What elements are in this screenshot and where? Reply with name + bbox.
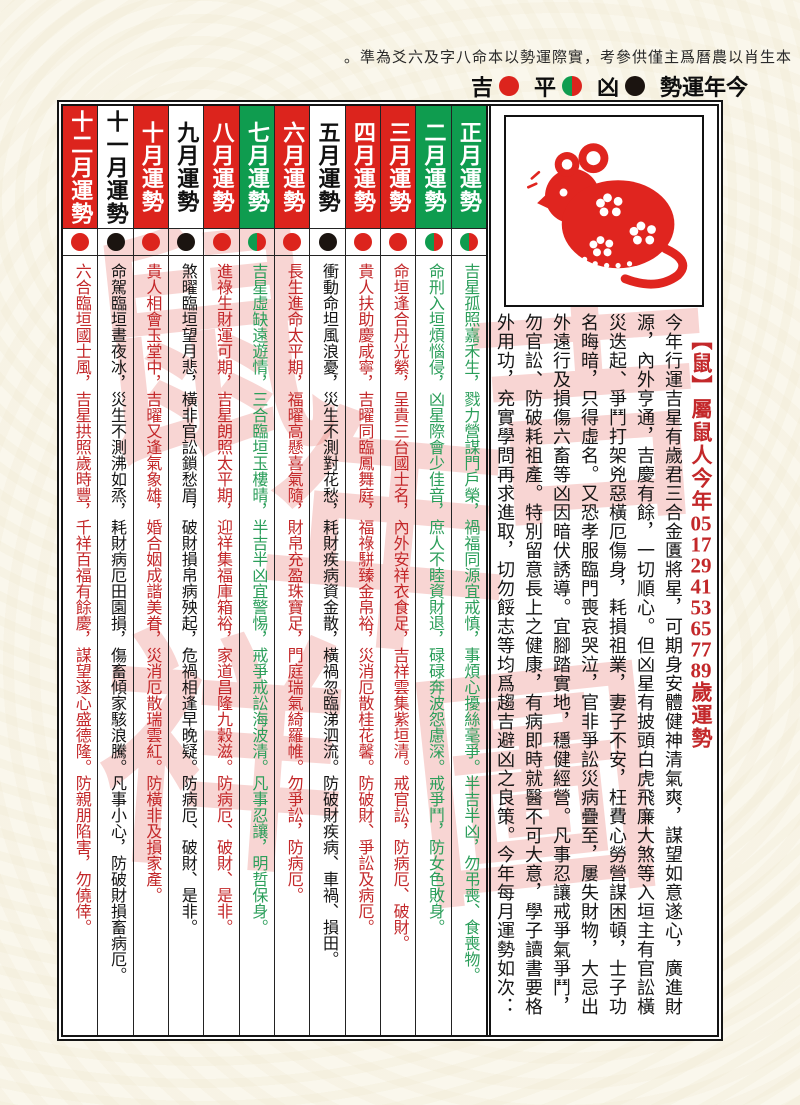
month-dot-cell xyxy=(169,229,204,256)
month-header: 二月運勢 xyxy=(416,106,451,229)
month-fortune-text: 進祿生財運可期，吉星朗照太平期，迎祥集福庫箱裕，家道昌隆九穀滋。防病厄、破財、是… xyxy=(214,263,232,935)
month-column: 正月運勢 吉星孤照嘉禾生，戮力營謀門戶榮，禍福同源宜戒慎，事煩心擾絲毫爭。半吉半… xyxy=(450,106,486,1035)
months-table: 正月運勢 吉星孤照嘉禾生，戮力營謀門戶榮，禍福同源宜戒慎，事煩心擾絲毫爭。半吉半… xyxy=(63,106,491,1035)
fortune-dot-icon xyxy=(424,233,443,251)
month-dot-cell xyxy=(310,229,345,256)
panel-title-part: 41 xyxy=(690,576,712,597)
month-column: 二月運勢 命刑入垣煩惱侵，凶星際會少佳音，庶人不睦資財退，碌碌奔波怨慮深。戒爭鬥… xyxy=(415,106,451,1035)
month-column: 十二月運勢 六合臨垣國士風，吉星拱照歲時豐，千祥百福有餘慶，謀望遂心盛德隆。防親… xyxy=(63,106,98,1035)
legend-ping-label: 平 xyxy=(533,75,556,100)
month-dot-cell xyxy=(275,229,310,256)
month-header: 四月運勢 xyxy=(345,106,381,229)
month-dot-cell xyxy=(381,229,416,256)
legend-ping: 平 xyxy=(534,70,582,102)
xiong-dot-icon xyxy=(624,76,645,96)
panel-title-part: 【鼠】屬鼠人今年 xyxy=(689,329,713,513)
month-fortune-text: 衝動命坦風浪憂，災生不測對花愁，耗財疾病資金散，橫禍忽臨涕泗流。防破財疾病、車禍… xyxy=(320,263,337,967)
month-column: 十月運勢 貴人相會玉堂中，吉曜又逢氣象雄，婚合姻成諧美眷，災消厄散瑞雲紅。防橫非… xyxy=(132,106,169,1035)
fortune-legend: 吉 平 凶 勢運年今 xyxy=(471,70,748,102)
ji-dot-icon xyxy=(498,76,519,96)
month-dot-cell xyxy=(416,229,451,256)
legend-xiong-label: 凶 xyxy=(596,75,619,100)
month-fortune-text: 命駕臨垣晝夜冰，災生不測沸如烝，耗財病厄田園損，傷畜傾家駭浪騰。凡事小心，防破財… xyxy=(108,263,126,983)
month-column: 十一月運勢 命駕臨垣晝夜冰，災生不測沸如烝，耗財病厄田園損，傷畜傾家駭浪騰。凡事… xyxy=(97,106,133,1035)
month-column: 八月運勢 進祿生財運可期，吉星朗照太平期，迎祥集福庫箱裕，家道昌隆九穀滋。防病厄… xyxy=(203,106,239,1035)
fortune-dot-icon xyxy=(353,233,372,251)
panel-title-part: 17 xyxy=(690,534,712,555)
month-header: 十月運勢 xyxy=(133,106,169,229)
month-fortune-text: 煞曜臨垣望月悲，橫非官訟鎖愁眉，破財損帛病殃起，危禍相逢早晚疑。防病厄、破財、是… xyxy=(178,263,196,935)
month-column: 五月運勢 衝動命坦風浪憂，災生不測對花愁，耗財疾病資金散，橫禍忽臨涕泗流。防破財… xyxy=(309,106,345,1035)
panel-title-part: 77 xyxy=(690,639,712,660)
panel-title-part: 65 xyxy=(690,618,712,639)
rat-image-box xyxy=(504,115,704,307)
panel-title-part: 53 xyxy=(690,597,712,618)
fortune-dot-icon xyxy=(141,233,160,251)
fortune-dot-icon xyxy=(389,233,408,251)
panel-title-part: 29 xyxy=(690,555,712,576)
month-header: 七月運勢 xyxy=(239,106,275,229)
month-fortune-text: 命垣逢合丹光縈，呈貴三台國士名，內外安祥衣食足，吉祥雲集紫垣清。戒官訟，防病厄、… xyxy=(390,263,408,951)
fortune-dot-icon xyxy=(459,233,478,251)
top-note: 。準為爻六及字八命本以勢運際實，考參供僅主爲曆農以肖生本 xyxy=(343,50,792,66)
month-dot-cell xyxy=(133,229,169,256)
rat-papercut-icon xyxy=(527,143,688,289)
fortune-dot-icon xyxy=(106,233,125,251)
month-dot-cell xyxy=(451,229,486,256)
month-column: 六月運勢 長生進命太平期，福曜高懸喜氣隨，財帛充盈珠寶足，門庭瑞氣綺羅帷。勿爭訟… xyxy=(274,106,310,1035)
month-fortune-text: 貴人相會玉堂中，吉曜又逢氣象雄，婚合姻成諧美眷，災消厄散瑞雲紅。防橫非及損家產。 xyxy=(143,263,161,903)
month-dot-cell xyxy=(204,229,239,256)
month-header: 九月運勢 xyxy=(169,106,204,229)
content-frame: 鼠年吉祥圖 正月運勢 吉星孤照嘉禾生，戮力營謀門戶榮，禍福同源宜戒慎，事煩心擾絲… xyxy=(57,100,723,1041)
fortune-dot-icon xyxy=(247,233,266,251)
month-dot-cell xyxy=(345,229,381,256)
month-dot-cell xyxy=(98,229,133,256)
fortune-dot-icon xyxy=(283,233,302,251)
month-fortune-text: 貴人扶助慶咸寧，吉曜同臨鳳舞庭，福祿駢臻金帛裕，災消厄散桂花馨。防破財、爭訟及病… xyxy=(355,263,373,935)
month-header: 十二月運勢 xyxy=(63,106,98,229)
month-column: 四月運勢 貴人扶助慶咸寧，吉曜同臨鳳舞庭，福祿駢臻金帛裕，災消厄散桂花馨。防破財… xyxy=(344,106,381,1035)
month-dot-cell xyxy=(63,229,98,256)
month-fortune-text: 命刑入垣煩惱侵，凶星際會少佳音，庶人不睦資財退，碌碌奔波怨慮深。戒爭鬥，防女色敗… xyxy=(425,263,443,935)
legend-ji-label: 吉 xyxy=(470,75,493,100)
month-column: 三月運勢 命垣逢合丹光縈，呈貴三台國士名，內外安祥衣食足，吉祥雲集紫垣清。戒官訟… xyxy=(380,106,416,1035)
month-header: 正月運勢 xyxy=(451,106,486,229)
panel-title-part: 89 xyxy=(690,660,712,681)
month-header: 八月運勢 xyxy=(204,106,239,229)
legend-xiong: 凶 xyxy=(597,70,645,102)
month-fortune-text: 吉星孤照嘉禾生，戮力營謀門戶榮，禍福同源宜戒慎，事煩心擾絲毫爭。半吉半凶，勿弔喪… xyxy=(461,263,479,983)
legend-ji: 吉 xyxy=(471,70,519,102)
month-header: 六月運勢 xyxy=(275,106,310,229)
month-header: 三月運勢 xyxy=(381,106,416,229)
fortune-dot-icon xyxy=(318,233,337,251)
legend-title: 勢運年今 xyxy=(659,75,748,100)
month-fortune-text: 六合臨垣國士風，吉星拱照歲時豐，千祥百福有餘慶，謀望遂心盛德隆。防親朋陷害，勿僥… xyxy=(72,263,90,935)
month-header: 十一月運勢 xyxy=(98,106,133,229)
panel-title-part: 歲運勢 xyxy=(689,681,713,750)
fortune-dot-icon xyxy=(177,233,196,251)
month-fortune-text: 吉星虛缺遠遊情，三合臨垣玉樓晴，半吉半凶宜警惕，戒爭戒訟海波清。凡事忍讓，明哲保… xyxy=(249,263,267,935)
ping-dot-icon xyxy=(561,76,582,96)
fortune-dot-icon xyxy=(212,233,231,251)
zodiac-panel: 【鼠】屬鼠人今年0517294153657789歲運勢 今年行運吉星有歲君三合金… xyxy=(491,106,717,1035)
fortune-dot-icon xyxy=(71,233,90,251)
month-dot-cell xyxy=(239,229,275,256)
month-column: 九月運勢 煞曜臨垣望月悲，橫非官訟鎖愁眉，破財損帛病殃起，危禍相逢早晚疑。防病厄… xyxy=(168,106,204,1035)
month-fortune-text: 長生進命太平期，福曜高懸喜氣隨，財帛充盈珠寶足，門庭瑞氣綺羅帷。勿爭訟，防病厄。 xyxy=(284,263,302,903)
panel-title: 【鼠】屬鼠人今年0517294153657789歲運勢 xyxy=(687,329,715,1027)
panel-title-part: 05 xyxy=(690,513,712,534)
panel-intro: 今年行運吉星有歲君三合金匱將星，可期身安體健神清氣爽，謀望如意遂心，廣進財源，內… xyxy=(495,313,683,1016)
month-header: 五月運勢 xyxy=(310,106,345,229)
zodiac-text-block: 【鼠】屬鼠人今年0517294153657789歲運勢 今年行運吉星有歲君三合金… xyxy=(491,307,717,1035)
month-column: 七月運勢 吉星虛缺遠遊情，三合臨垣玉樓晴，半吉半凶宜警惕，戒爭戒訟海波清。凡事忍… xyxy=(238,106,275,1035)
